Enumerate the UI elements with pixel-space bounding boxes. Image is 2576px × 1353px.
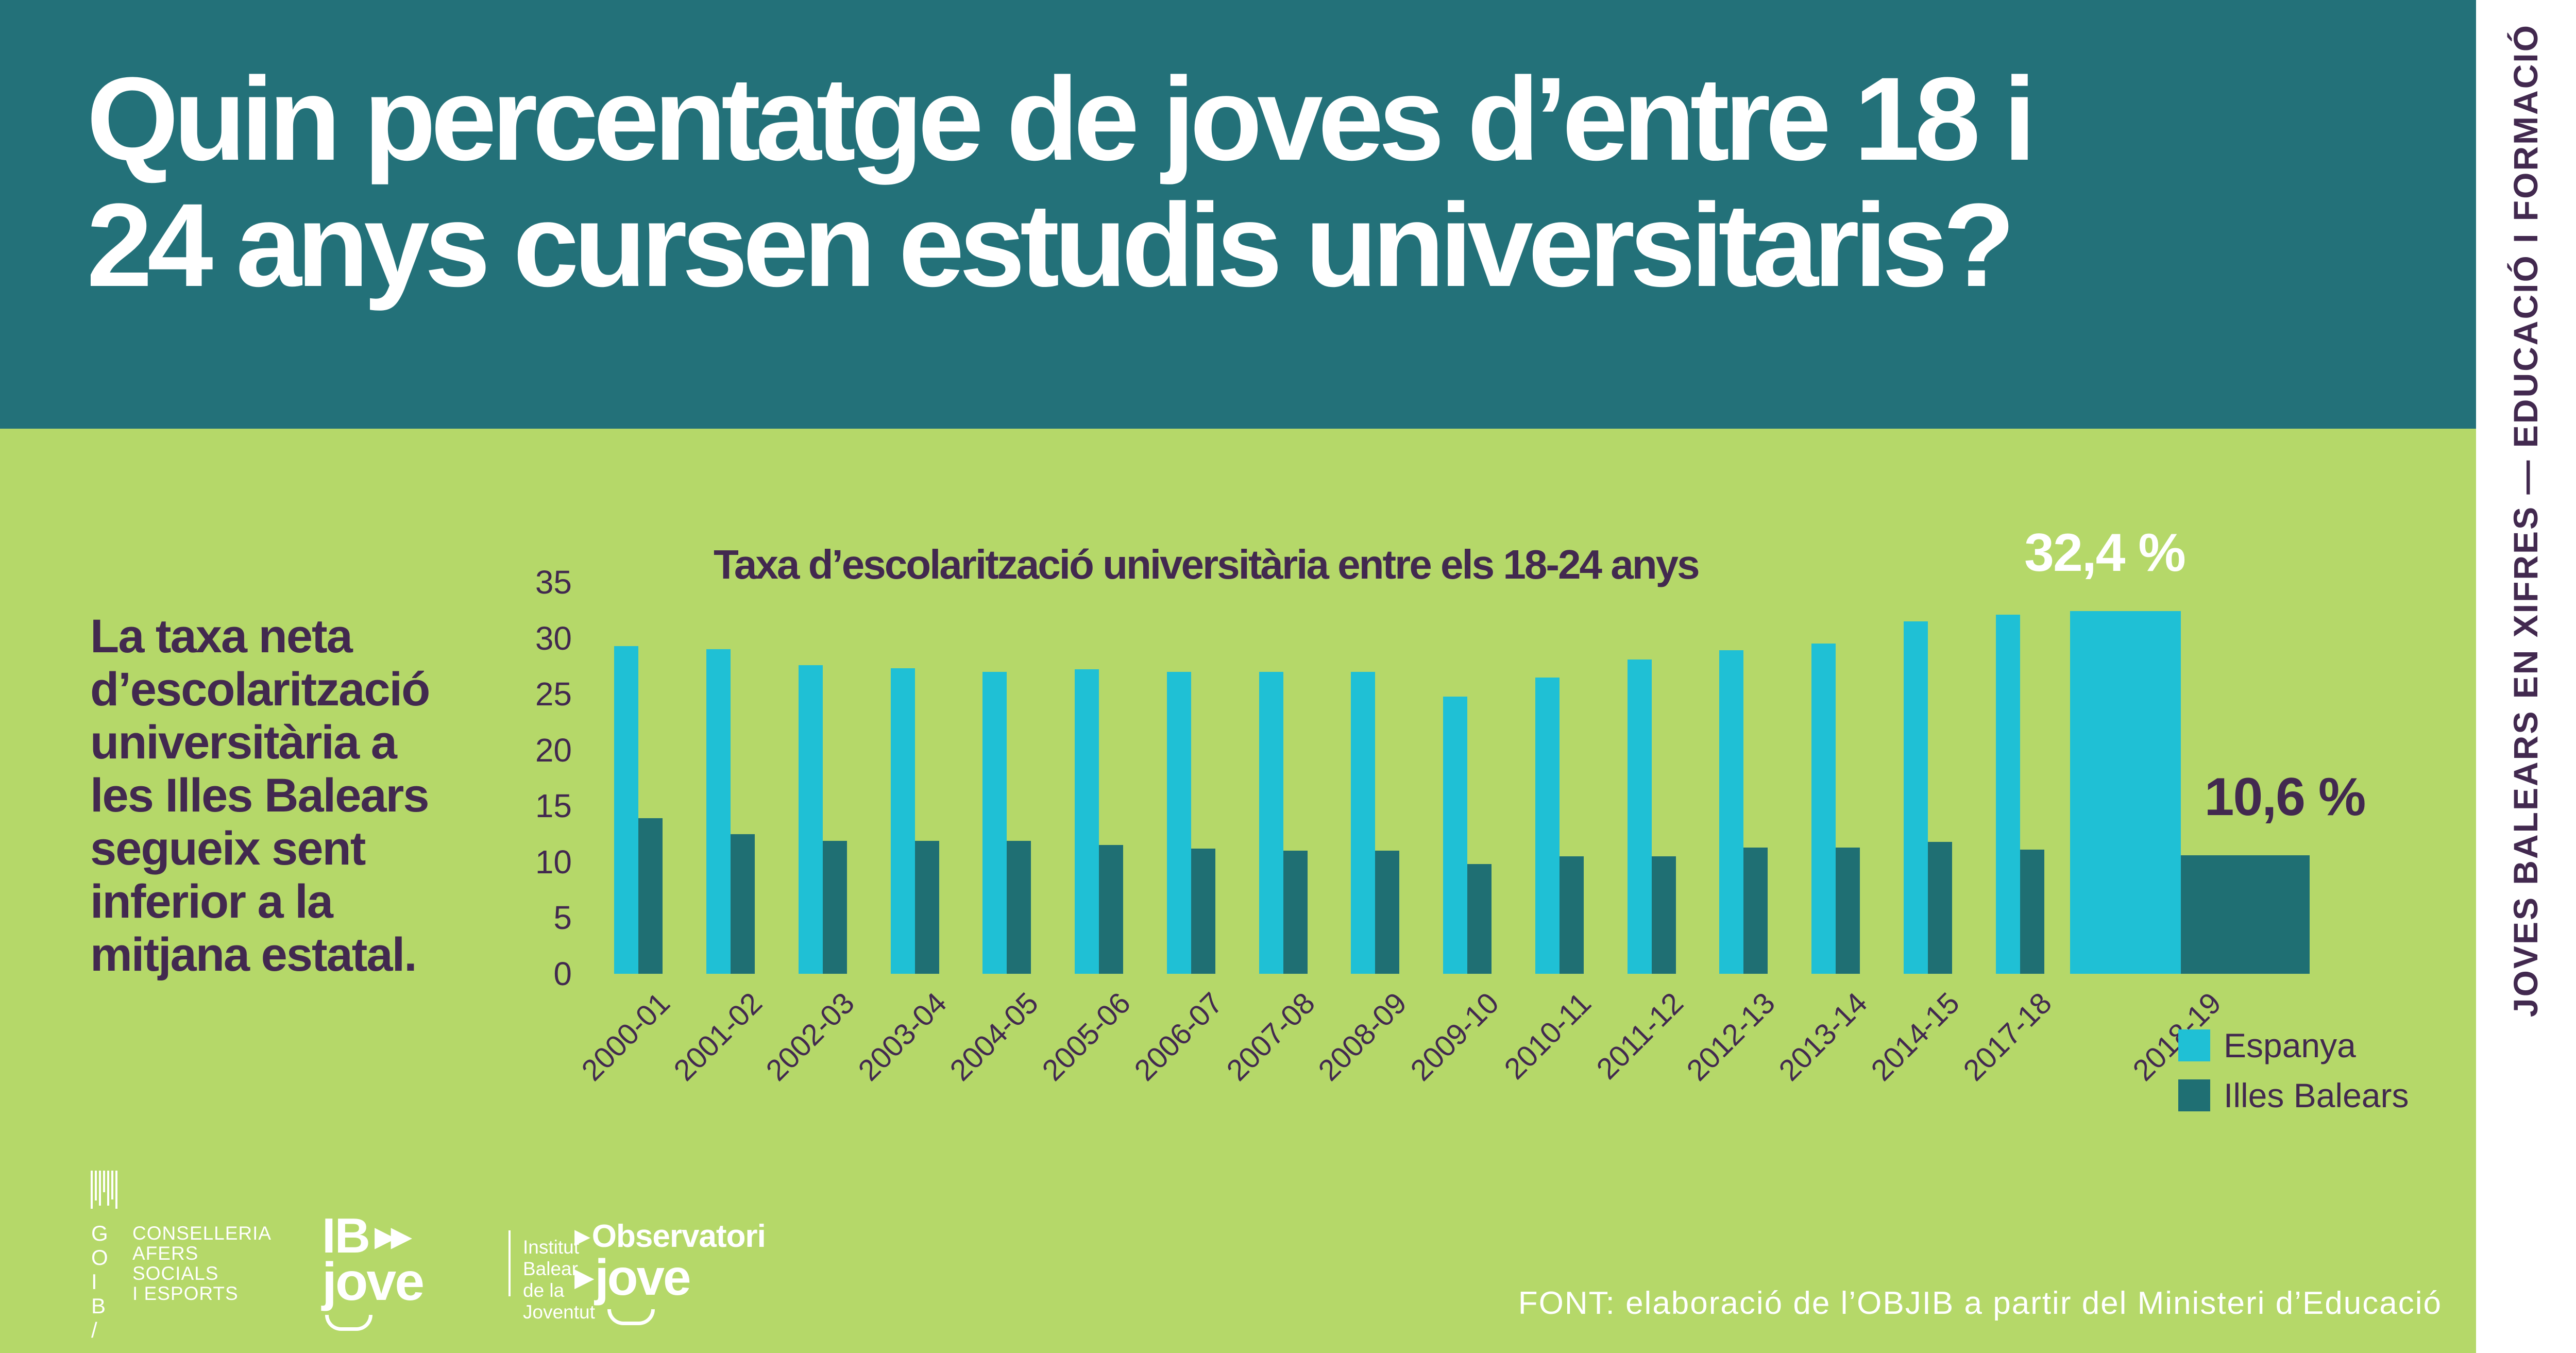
goib-text-line: I ESPORTS — [132, 1283, 239, 1304]
observatori-smile-icon — [607, 1309, 655, 1325]
goib-text-line: CONSELLERIA — [132, 1223, 272, 1244]
bar-illes-balears-2012-13 — [1743, 847, 1768, 974]
bar-espanya-2013-14 — [1811, 644, 1836, 974]
bar-illes-balears-2000-01 — [638, 818, 663, 974]
ibjove-smile-icon — [325, 1315, 372, 1331]
intro-line: d’escolarització — [90, 663, 430, 716]
y-tick-label: 10 — [535, 843, 572, 881]
bar-espanya-2017-18 — [1995, 614, 2020, 974]
goib-letters: G O I B / — [91, 1221, 108, 1342]
y-tick-label: 35 — [535, 564, 572, 601]
intro-line: les Illes Balears — [90, 769, 430, 822]
body-band: La taxa neta d’escolarització universitàri… — [0, 429, 2476, 1353]
bar-espanya-2002-03 — [798, 665, 823, 974]
sidebar-band — [2476, 0, 2576, 1353]
ibjove-name: jove — [322, 1252, 425, 1312]
bar-espanya-2004-05 — [982, 671, 1007, 974]
bar-illes-balears-2008-09 — [1375, 851, 1400, 974]
legend-swatch — [2178, 1029, 2210, 1061]
bar-espanya-2012-13 — [1719, 650, 1744, 974]
bar-espanya-2018-19 — [2070, 611, 2181, 974]
goib-letter: I — [91, 1270, 97, 1294]
ibjove-logo: IB ▶▶ jove Institut Balear de la Joventu… — [322, 1208, 595, 1331]
header-band: Quin percentatge de joves d’entre 18 i 2… — [0, 0, 2476, 429]
legend-item-espanya: Espanya — [2178, 1026, 2356, 1065]
bar-espanya-2010-11 — [1535, 677, 1560, 974]
intro-line: universitària a — [90, 716, 397, 769]
intro-line: La taxa neta — [90, 610, 353, 663]
observatori-jove-label: jove — [595, 1249, 691, 1306]
goib-letter: B — [91, 1294, 106, 1318]
observatori-jove-triangle-icon: ▶ — [574, 1263, 594, 1292]
goib-letter: / — [91, 1318, 97, 1342]
intro-text: La taxa neta d’escolarització universitàri… — [90, 610, 564, 982]
goib-logo: G O I B / CONSELLERIA AFERS SOCIALS I ESPORTS — [90, 1170, 271, 1342]
legend-label: Illes Balears — [2224, 1076, 2409, 1114]
ibjove-desc-line2: de la Joventut — [523, 1280, 595, 1323]
bar-illes-balears-2013-14 — [1836, 847, 1860, 974]
ibjove-divider — [509, 1230, 511, 1296]
bar-chart: 2000-01 2001-02 2002-03 2003-04 2004-05 2005-… — [535, 523, 2366, 1087]
bar-espanya-2001-02 — [706, 649, 731, 974]
source-note: FONT: elaboració de l’OBJIB a partir del… — [1518, 1286, 2442, 1321]
goib-text-line: AFERS SOCIALS — [132, 1243, 219, 1284]
bar-illes-balears-2017-18 — [2020, 849, 2044, 974]
bar-illes-balears-2007-08 — [1283, 851, 1308, 974]
bar-illes-balears-2002-03 — [822, 840, 847, 974]
page-title-line2: 24 anys cursen estudis universitaris? — [87, 179, 2015, 311]
bar-illes-balears-2010-11 — [1559, 856, 1584, 974]
bar-illes-balears-2009-10 — [1467, 864, 1492, 974]
page-title-line1: Quin percentatge de joves d’entre 18 i — [87, 53, 2036, 185]
bar-espanya-2014-15 — [1903, 621, 1928, 974]
intro-line: inferior a la — [90, 875, 333, 928]
bar-illes-balears-2011-12 — [1651, 856, 1676, 974]
goib-text: CONSELLERIA AFERS SOCIALS I ESPORTS — [132, 1223, 272, 1304]
bar-illes-balears-2005-06 — [1099, 845, 1124, 974]
legend-swatch — [2178, 1079, 2210, 1111]
goib-flag-icon — [91, 1171, 117, 1209]
ibjove-description: Institut Balear de la Joventut — [523, 1237, 595, 1323]
observatori-triangle-icon: ▶ — [574, 1225, 590, 1248]
data-label-espanya: 32,4 % — [2024, 523, 2186, 583]
y-tick-label: 5 — [553, 899, 572, 937]
bar-espanya-2005-06 — [1075, 669, 1099, 974]
bar-illes-balears-2014-15 — [1927, 841, 1952, 974]
sidebar-vertical-label: JOVES BALEARS EN XIFRES — EDUCACIÓ I FOR… — [2506, 23, 2545, 1018]
legend-label: Espanya — [2224, 1026, 2356, 1064]
data-label-illes-balears: 10,6 % — [2204, 767, 2366, 827]
ibjove-desc-line1: Institut Balear — [523, 1237, 579, 1279]
y-tick-label: 25 — [535, 675, 572, 713]
ibjove-acronym: IB — [322, 1208, 370, 1263]
chart-title: Taxa d’escolarització universitària entr… — [714, 542, 1700, 587]
ibjove-arrows-icon: ▶▶ — [375, 1221, 412, 1252]
y-tick-label: 20 — [535, 731, 572, 769]
y-tick-label: 30 — [535, 619, 572, 657]
bar-espanya-2011-12 — [1627, 659, 1652, 974]
ibjove-acronym-row: IB ▶▶ — [322, 1208, 423, 1263]
bar-espanya-2009-10 — [1443, 696, 1468, 974]
page-title: Quin percentatge de joves d’entre 18 i 2… — [87, 53, 2036, 311]
y-tick-label: 0 — [553, 955, 572, 992]
bar-illes-balears-2004-05 — [1007, 840, 1031, 974]
y-tick-label: 15 — [535, 787, 572, 825]
intro-line: mitjana estatal. — [90, 928, 417, 981]
goib-letter: G — [91, 1221, 108, 1245]
bar-espanya-2000-01 — [614, 646, 639, 974]
observatori-line1: ▶ Observatori — [574, 1218, 766, 1255]
bar-espanya-2006-07 — [1166, 671, 1191, 974]
bar-espanya-2007-08 — [1259, 671, 1283, 974]
observatori-line2: ▶ jove — [574, 1249, 766, 1306]
bar-espanya-2008-09 — [1351, 671, 1376, 974]
observatori-jove-logo: ▶ Observatori ▶ jove — [574, 1218, 766, 1325]
bar-illes-balears-2006-07 — [1191, 848, 1215, 974]
legend-item-illes-balears: Illes Balears — [2178, 1076, 2409, 1115]
goib-letter: O — [91, 1245, 108, 1270]
observatori-label: Observatori — [591, 1219, 766, 1254]
bar-illes-balears-2003-04 — [914, 840, 939, 974]
bar-illes-balears-2018-19 — [2180, 855, 2310, 974]
bar-illes-balears-2001-02 — [731, 834, 755, 974]
intro-line: segueix sent — [90, 822, 366, 875]
bar-espanya-2003-04 — [890, 668, 915, 974]
